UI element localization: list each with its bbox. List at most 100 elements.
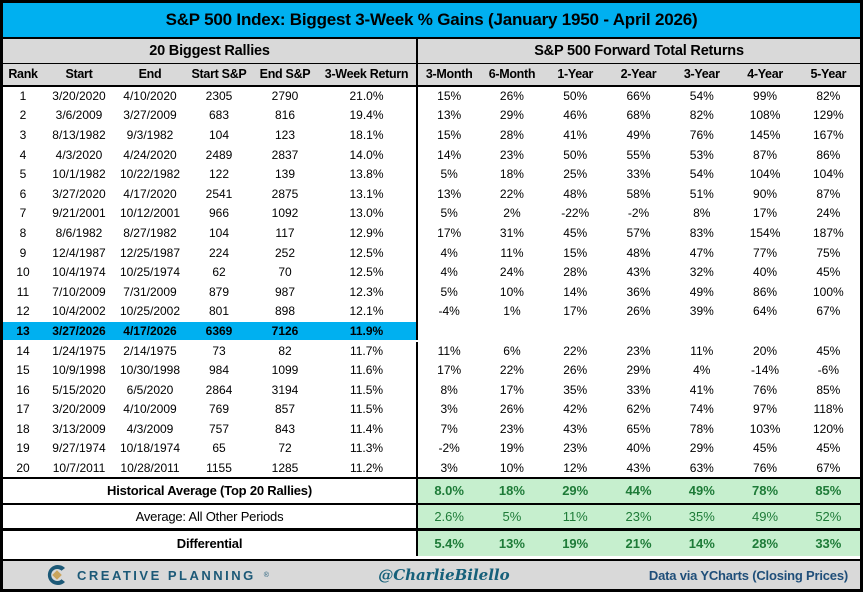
- forward-return-cell: 48%: [606, 242, 671, 263]
- rally-cell: 123: [253, 125, 317, 145]
- forward-return-cell: 22%: [480, 183, 544, 204]
- forward-return-cell: 74%: [670, 399, 734, 420]
- rally-cell: 18: [3, 419, 43, 439]
- forward-return-cell: 17%: [480, 379, 544, 400]
- forward-return-cell: 35%: [543, 379, 607, 400]
- rally-cell: 966: [185, 203, 253, 224]
- forward-return-cell: 20%: [733, 340, 797, 361]
- rally-cell: 10/30/1998: [115, 360, 185, 380]
- rally-cell: 3194: [253, 379, 317, 400]
- rally-cell: 4/24/2020: [115, 144, 185, 165]
- column-header: 3-Week Return: [317, 63, 419, 87]
- summary-value-cell: 2.6%: [417, 502, 481, 530]
- forward-return-cell: 6%: [480, 340, 544, 361]
- summary-body: Historical Average (Top 20 Rallies) 8.0% 1…: [3, 476, 860, 556]
- table-row: 17 3/20/2009 4/10/2009 769 857 11.5% 3% 26% 42% 6…: [3, 399, 860, 420]
- forward-return-cell: 18%: [480, 164, 544, 184]
- forward-return-cell: [796, 320, 860, 342]
- brand-name: CREATIVE PLANNING: [77, 567, 256, 583]
- author-handle: @CharlieBilello: [378, 566, 510, 584]
- column-header-row: Rank Start End Start S&P End S&P 3-Week Retur…: [3, 63, 860, 87]
- forward-return-cell: 47%: [670, 242, 734, 263]
- forward-return-cell: 24%: [796, 203, 860, 224]
- summary-value-cell: 33%: [796, 528, 860, 556]
- rally-cell: 11.3%: [317, 438, 419, 459]
- rally-cell: 19: [3, 438, 43, 459]
- rally-cell: 11: [3, 281, 43, 302]
- forward-return-cell: 50%: [543, 86, 607, 106]
- forward-return-cell: 68%: [606, 105, 671, 126]
- forward-return-cell: -14%: [733, 360, 797, 380]
- rally-cell: 14.0%: [317, 144, 419, 165]
- rally-cell: 7/10/2009: [43, 281, 115, 302]
- forward-return-cell: 67%: [796, 301, 860, 322]
- summary-label: Differential: [3, 528, 419, 556]
- forward-return-cell: 3%: [417, 399, 481, 420]
- forward-return-cell: 43%: [606, 458, 671, 478]
- rally-cell: 65: [185, 438, 253, 459]
- forward-return-cell: 45%: [796, 340, 860, 361]
- rally-cell: 17: [3, 399, 43, 420]
- forward-return-cell: 76%: [670, 125, 734, 145]
- creative-planning-logo: CREATIVE PLANNING ®: [45, 563, 269, 587]
- forward-return-cell: 22%: [543, 340, 607, 361]
- forward-return-cell: 54%: [670, 86, 734, 106]
- table-row: 13 3/27/2026 4/17/2026 6369 7126 11.9%: [3, 320, 860, 342]
- rally-cell: 14: [3, 340, 43, 361]
- rally-cell: 769: [185, 399, 253, 420]
- forward-return-cell: 17%: [417, 360, 481, 380]
- summary-value-cell: 21%: [606, 528, 671, 556]
- forward-return-cell: 29%: [670, 438, 734, 459]
- forward-return-cell: 10%: [480, 458, 544, 478]
- rally-cell: 8/13/1982: [43, 125, 115, 145]
- page-title: S&P 500 Index: Biggest 3-Week % Gains (J…: [3, 3, 860, 39]
- forward-return-cell: [670, 320, 734, 342]
- rally-cell: 11.2%: [317, 458, 419, 478]
- rally-cell: 9/21/2001: [43, 203, 115, 224]
- column-header: 4-Year: [733, 63, 797, 87]
- rally-cell: 9: [3, 242, 43, 263]
- rally-cell: 816: [253, 105, 317, 126]
- data-source-note: Data via YCharts (Closing Prices): [648, 567, 848, 583]
- forward-return-cell: [733, 320, 797, 342]
- column-header: 5-Year: [796, 63, 860, 87]
- forward-return-cell: 167%: [796, 125, 860, 145]
- forward-return-cell: 66%: [606, 86, 671, 106]
- summary-value-cell: 5%: [480, 502, 544, 530]
- rally-cell: 879: [185, 281, 253, 302]
- rally-cell: 4: [3, 144, 43, 165]
- rally-cell: 252: [253, 242, 317, 263]
- rally-cell: 12/4/1987: [43, 242, 115, 263]
- rally-cell: 117: [253, 223, 317, 243]
- summary-label: Historical Average (Top 20 Rallies): [3, 476, 419, 504]
- column-header: Start S&P: [185, 63, 253, 87]
- rally-cell: 1285: [253, 458, 317, 478]
- table-row: 10 10/4/1974 10/25/1974 62 70 12.5% 4% 24% 28% 43…: [3, 262, 860, 282]
- forward-return-cell: 15%: [417, 86, 481, 106]
- rally-cell: 10/28/2011: [115, 458, 185, 478]
- forward-return-cell: 120%: [796, 419, 860, 439]
- forward-return-cell: 26%: [480, 86, 544, 106]
- forward-return-cell: 5%: [417, 281, 481, 302]
- forward-return-cell: 12%: [543, 458, 607, 478]
- forward-return-cell: 187%: [796, 223, 860, 243]
- forward-return-cell: 26%: [606, 301, 671, 322]
- summary-value-cell: 29%: [543, 476, 607, 504]
- rally-cell: 4/10/2020: [115, 86, 185, 106]
- forward-return-cell: -2%: [417, 438, 481, 459]
- column-header: 1-Year: [543, 63, 607, 87]
- summary-label: Average: All Other Periods: [3, 502, 419, 530]
- rally-cell: 9/3/1982: [115, 125, 185, 145]
- forward-return-cell: 108%: [733, 105, 797, 126]
- table-row: 6 3/27/2020 4/17/2020 2541 2875 13.1% 13% 22% 48…: [3, 183, 860, 204]
- rally-cell: 10/25/1974: [115, 262, 185, 282]
- forward-return-cell: 29%: [480, 105, 544, 126]
- column-header: 2-Year: [606, 63, 671, 87]
- rally-cell: 757: [185, 419, 253, 439]
- rally-cell: 2837: [253, 144, 317, 165]
- forward-return-cell: 22%: [480, 360, 544, 380]
- rally-cell: 7126: [253, 320, 317, 342]
- rally-cell: 1: [3, 86, 43, 106]
- forward-return-cell: 8%: [417, 379, 481, 400]
- forward-return-cell: 97%: [733, 399, 797, 420]
